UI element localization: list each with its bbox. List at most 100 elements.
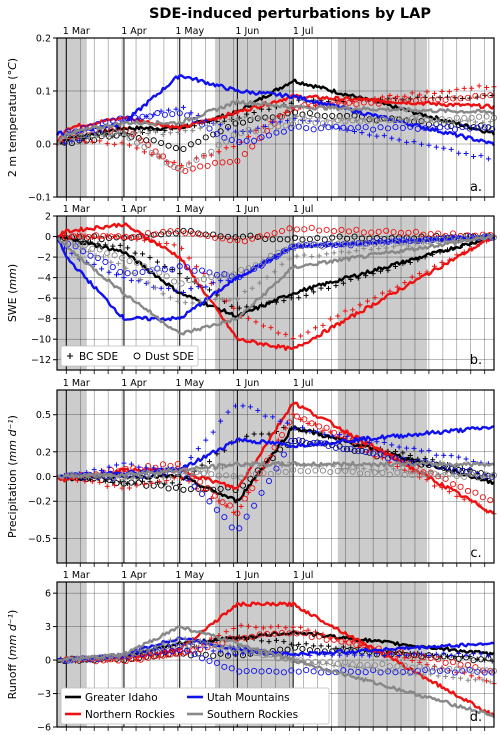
bc-marker (125, 245, 131, 251)
dust-marker (169, 111, 176, 118)
dust-marker (308, 224, 315, 231)
y-tick-label: 0.2 (36, 34, 51, 45)
bc-marker (454, 252, 460, 258)
dust-marker (405, 229, 412, 236)
bc-marker (203, 117, 209, 123)
dust-marker (416, 237, 423, 244)
bc-marker (277, 119, 283, 125)
dust-marker (321, 236, 328, 243)
bc-marker (205, 123, 211, 129)
dust-marker (139, 268, 146, 276)
dust-marker (371, 117, 379, 124)
bc-marker (400, 450, 406, 456)
dust-marker (213, 130, 220, 137)
dust-marker (200, 276, 207, 283)
bc-marker (197, 298, 203, 304)
dust-marker (278, 629, 286, 636)
dust-marker (282, 468, 289, 475)
bc-marker (331, 250, 337, 256)
dust-marker (156, 645, 163, 652)
dust-marker (267, 470, 274, 477)
bc-marker (396, 137, 402, 143)
dust-marker (178, 641, 185, 648)
dust-marker (273, 129, 280, 136)
dust-marker (435, 230, 442, 237)
bc-marker (180, 104, 186, 110)
dust-marker (304, 242, 312, 249)
dust-marker (221, 134, 228, 141)
bc-marker (350, 639, 356, 645)
dust-marker (236, 525, 243, 532)
dust-marker (489, 669, 496, 676)
dust-marker (156, 153, 163, 160)
bc-marker (394, 463, 400, 469)
dust-marker (176, 110, 183, 117)
dust-marker (171, 278, 178, 285)
bc-marker (333, 283, 339, 289)
dust-marker (219, 235, 226, 242)
dust-marker (81, 242, 88, 249)
bc-marker (469, 246, 475, 252)
bc-marker (476, 675, 482, 681)
bc-marker (175, 472, 181, 478)
bc-marker (435, 673, 441, 679)
dust-marker (355, 447, 362, 455)
dust-marker (303, 667, 310, 674)
dust-marker (345, 99, 353, 106)
dust-marker (468, 471, 475, 478)
dust-marker (394, 469, 401, 476)
dust-marker (178, 280, 185, 287)
dust-marker (312, 467, 319, 474)
dust-marker (223, 472, 230, 479)
bc-marker (312, 325, 318, 331)
dust-marker (163, 273, 170, 280)
dust-marker (187, 141, 194, 148)
dust-marker (362, 669, 369, 676)
dust-marker (364, 661, 371, 668)
bc-marker (398, 467, 404, 473)
dust-marker (399, 237, 406, 244)
dust-marker (260, 258, 267, 265)
bc-marker (389, 238, 395, 244)
bc-marker (76, 137, 82, 143)
dust-marker (200, 641, 207, 648)
bc-marker (253, 477, 259, 483)
dust-marker (394, 663, 401, 670)
month-label: 1 Jun (235, 378, 259, 389)
dust-marker (358, 447, 366, 454)
bc-marker (485, 156, 491, 162)
bc-marker (121, 460, 127, 466)
bc-marker (443, 673, 449, 679)
bc-marker (476, 241, 482, 247)
dust-marker (81, 655, 88, 662)
dust-marker (145, 229, 152, 237)
legend-box (60, 687, 330, 725)
bc-marker (214, 638, 220, 644)
bc-marker (112, 141, 118, 147)
bc-marker (376, 246, 382, 252)
dust-marker (241, 238, 248, 245)
bc-marker (179, 475, 185, 481)
dust-marker (347, 445, 354, 452)
dust-marker (401, 662, 408, 669)
bc-marker (433, 452, 439, 458)
bc-marker (329, 652, 335, 658)
bc-marker (273, 299, 279, 305)
dust-marker (210, 652, 217, 659)
bc-marker (216, 149, 222, 155)
bc-marker (301, 463, 307, 469)
dust-marker (461, 234, 468, 241)
bc-marker (134, 145, 140, 151)
dust-marker (247, 475, 254, 482)
dust-marker (161, 111, 168, 118)
series-line (56, 78, 496, 145)
bc-marker (465, 677, 471, 683)
dust-marker (278, 431, 286, 439)
legend-panel-d: Greater Idaho Utah Mountains Northern Rock… (60, 687, 330, 725)
dust-marker (260, 470, 267, 477)
dust-marker (379, 469, 386, 476)
series-line (56, 99, 495, 145)
dust-marker (213, 271, 220, 278)
bc-marker (450, 120, 456, 126)
dust-marker (111, 129, 118, 136)
